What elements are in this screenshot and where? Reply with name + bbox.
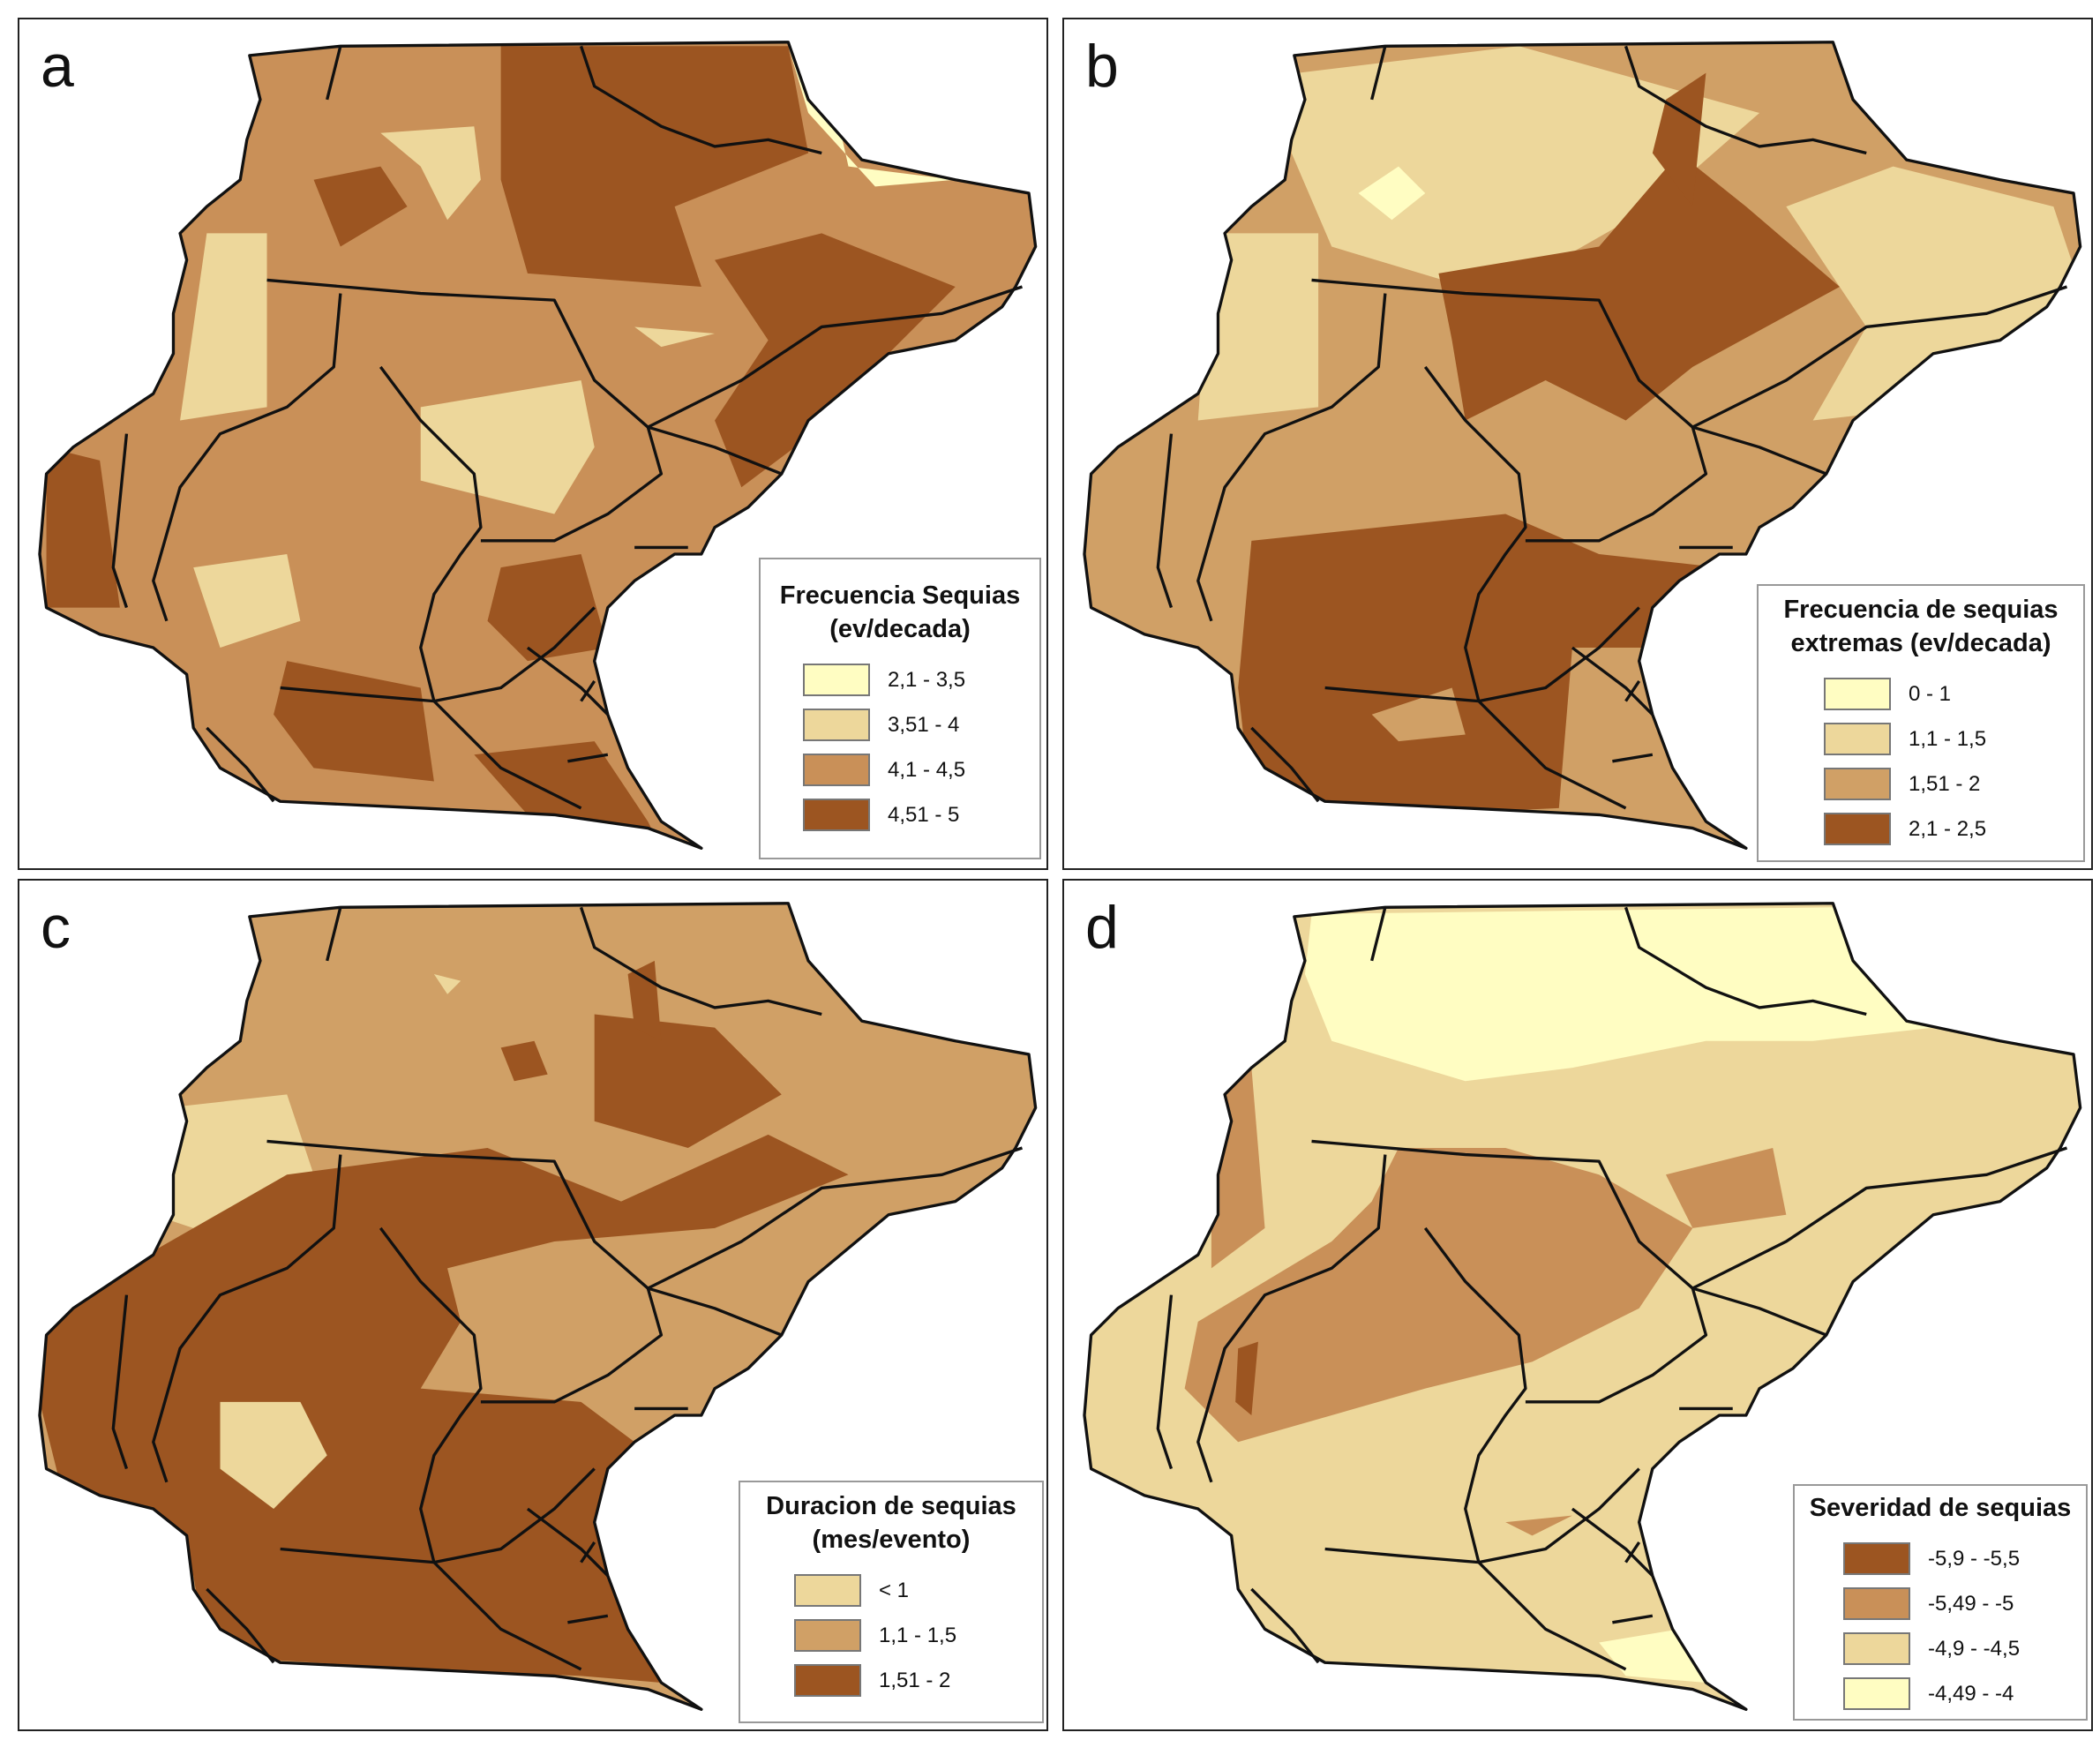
- legend-swatch: [794, 1664, 861, 1697]
- legend-item: 0 - 1: [1824, 678, 2018, 710]
- legend-label: 1,51 - 2: [1909, 771, 1981, 796]
- legend-label: -4,49 - -4: [1928, 1681, 2014, 1706]
- legend-label: 0 - 1: [1909, 681, 1952, 706]
- map-a: [38, 41, 1038, 850]
- legend-swatch: [794, 1619, 861, 1652]
- legend-swatch: [1843, 1677, 1910, 1710]
- legend-swatch: [1843, 1632, 1910, 1665]
- legend-swatch: [803, 799, 870, 831]
- legend-item: -4,49 - -4: [1843, 1677, 2037, 1710]
- legend-title: Frecuencia de sequias: [1783, 596, 2059, 624]
- legend-swatch: [1824, 678, 1891, 710]
- legend-item: 1,1 - 1,5: [1824, 723, 2018, 755]
- legend-title: (ev/decada): [829, 615, 971, 643]
- legend-item: -5,9 - -5,5: [1843, 1542, 2037, 1575]
- legend-item: 3,51 - 4: [803, 709, 997, 741]
- legend-item: -5,49 - -5: [1843, 1587, 2037, 1620]
- legend-swatch: [803, 754, 870, 786]
- legend-item: 2,1 - 3,5: [803, 664, 997, 696]
- panel-label: b: [1085, 33, 1119, 100]
- legend-label: -5,49 - -5: [1928, 1591, 2014, 1616]
- legend-item: 4,1 - 4,5: [803, 754, 997, 786]
- panel-c-drought-duration: c Duracion de sequias (mes/evento) < 1 1,1 …: [18, 879, 1048, 1731]
- legend-title: Severidad de sequias: [1809, 1494, 2072, 1522]
- legend-title: Duracion de sequias: [766, 1492, 1016, 1520]
- legend: Duracion de sequias (mes/evento) < 1 1,1 - …: [739, 1481, 1044, 1723]
- legend-title: Frecuencia Sequias: [779, 581, 1021, 610]
- legend-swatch: [794, 1574, 861, 1607]
- legend-label: 4,51 - 5: [888, 802, 960, 827]
- legend-label: 4,1 - 4,5: [888, 757, 966, 782]
- legend-item: 1,1 - 1,5: [794, 1619, 988, 1652]
- legend-item: 2,1 - 2,5: [1824, 813, 2018, 845]
- legend: Severidad de sequias -5,9 - -5,5 -5,49 - -…: [1793, 1484, 2088, 1721]
- legend-label: < 1: [879, 1578, 910, 1602]
- panel-d-drought-severity: d Severidad de sequias -5,9 - -5,5 -5,49 -…: [1062, 879, 2093, 1731]
- legend-label: 3,51 - 4: [888, 712, 960, 737]
- legend-swatch: [1843, 1542, 1910, 1575]
- legend-item: 1,51 - 2: [794, 1664, 988, 1697]
- legend-swatch: [1824, 813, 1891, 845]
- legend-label: 1,1 - 1,5: [879, 1623, 957, 1647]
- legend-label: 2,1 - 3,5: [888, 667, 966, 692]
- legend-label: -4,9 - -4,5: [1928, 1636, 2021, 1661]
- panel-a-drought-frequency: a Frecuencia Sequias (ev/decada) 2,1 - 3,5…: [18, 18, 1048, 870]
- panel-label: d: [1085, 894, 1119, 961]
- legend-swatch: [803, 709, 870, 741]
- legend-label: 2,1 - 2,5: [1909, 816, 1987, 841]
- panel-label: a: [41, 33, 74, 100]
- legend-swatch: [803, 664, 870, 696]
- legend-item: < 1: [794, 1574, 988, 1607]
- panel-b-extreme-drought-frequency: b Frecuencia de sequias extremas (ev/deca…: [1062, 18, 2093, 870]
- legend-label: 1,51 - 2: [879, 1668, 951, 1692]
- legend-label: 1,1 - 1,5: [1909, 726, 1987, 751]
- legend-swatch: [1824, 723, 1891, 755]
- panel-label: c: [41, 894, 71, 961]
- legend-item: 4,51 - 5: [803, 799, 997, 831]
- legend-item: 1,51 - 2: [1824, 768, 2018, 800]
- legend-label: -5,9 - -5,5: [1928, 1546, 2021, 1571]
- legend-swatch: [1824, 768, 1891, 800]
- legend: Frecuencia de sequias extremas (ev/decada…: [1757, 584, 2085, 862]
- legend-title: (mes/evento): [812, 1526, 971, 1554]
- legend-item: -4,9 - -4,5: [1843, 1632, 2037, 1665]
- legend-swatch: [1843, 1587, 1910, 1620]
- legend-title: extremas (ev/decada): [1790, 629, 2051, 657]
- legend: Frecuencia Sequias (ev/decada) 2,1 - 3,5 3,…: [759, 558, 1041, 859]
